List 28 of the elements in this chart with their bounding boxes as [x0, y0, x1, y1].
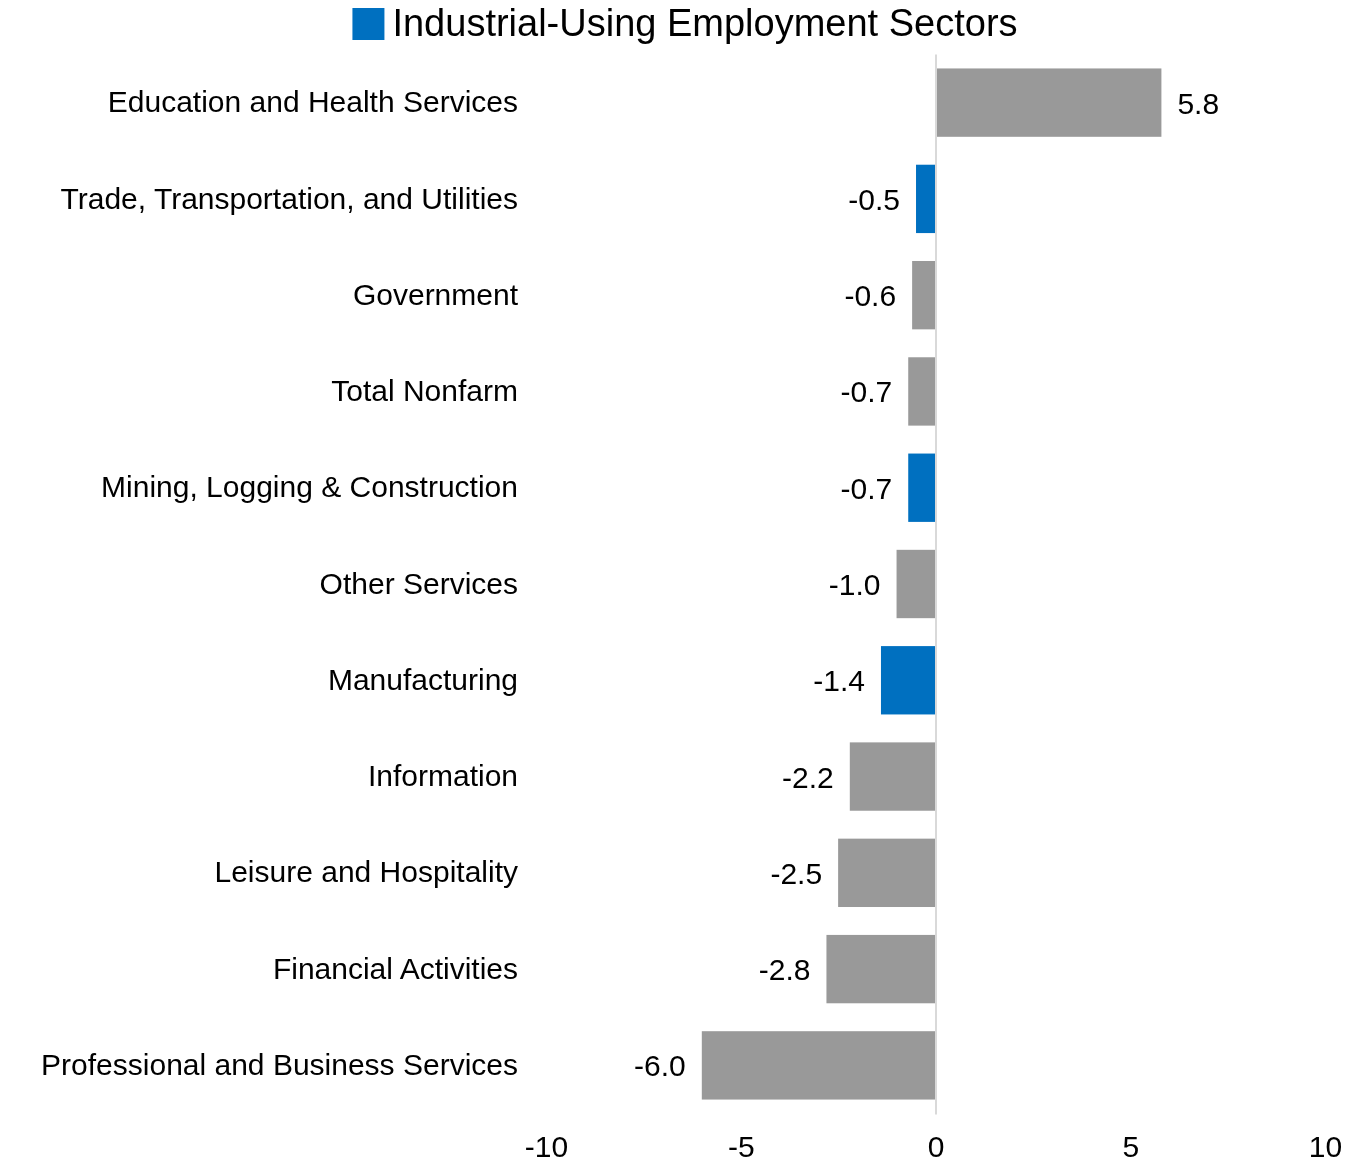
x-tick-label: 0: [927, 1130, 945, 1164]
text: -0.7: [840, 375, 893, 409]
text: -0.6: [844, 279, 897, 313]
text: -0.5: [848, 182, 901, 216]
text: 5.8: [1177, 86, 1220, 120]
y-tick-label: Government: [352, 277, 519, 311]
x-tick-label: -10: [524, 1130, 569, 1164]
y-tick-label: Mining, Logging & Construction: [101, 470, 518, 504]
x-tick-label: 10: [1308, 1130, 1343, 1164]
text: -0.7: [840, 471, 893, 505]
y-tick-label: Information: [367, 759, 518, 793]
y-tick-label: Financial Activities: [272, 951, 518, 985]
x-tick-label: 5: [1122, 1130, 1140, 1164]
y-tick-label: Trade, Transportation, and Utilities: [60, 181, 518, 215]
legend-label: Industrial-Using Employment Sectors: [392, 2, 1018, 44]
text: -1.4: [813, 664, 865, 698]
text: -2.5: [770, 856, 823, 890]
y-tick-label: Total Nonfarm: [331, 374, 518, 408]
text: -6.0: [634, 1049, 686, 1083]
x-tick-label: -5: [727, 1130, 755, 1164]
y-tick-label: Professional and Business Services: [41, 1047, 518, 1081]
text: -2.8: [758, 953, 811, 987]
y-tick-label: Other Services: [319, 566, 518, 600]
y-tick-label: Manufacturing: [327, 662, 518, 696]
text: -2.2: [782, 760, 834, 794]
y-tick-label: Education and Health Services: [107, 85, 518, 119]
text: -1.0: [828, 568, 881, 601]
y-tick-label: Leisure and Hospitality: [214, 855, 518, 889]
